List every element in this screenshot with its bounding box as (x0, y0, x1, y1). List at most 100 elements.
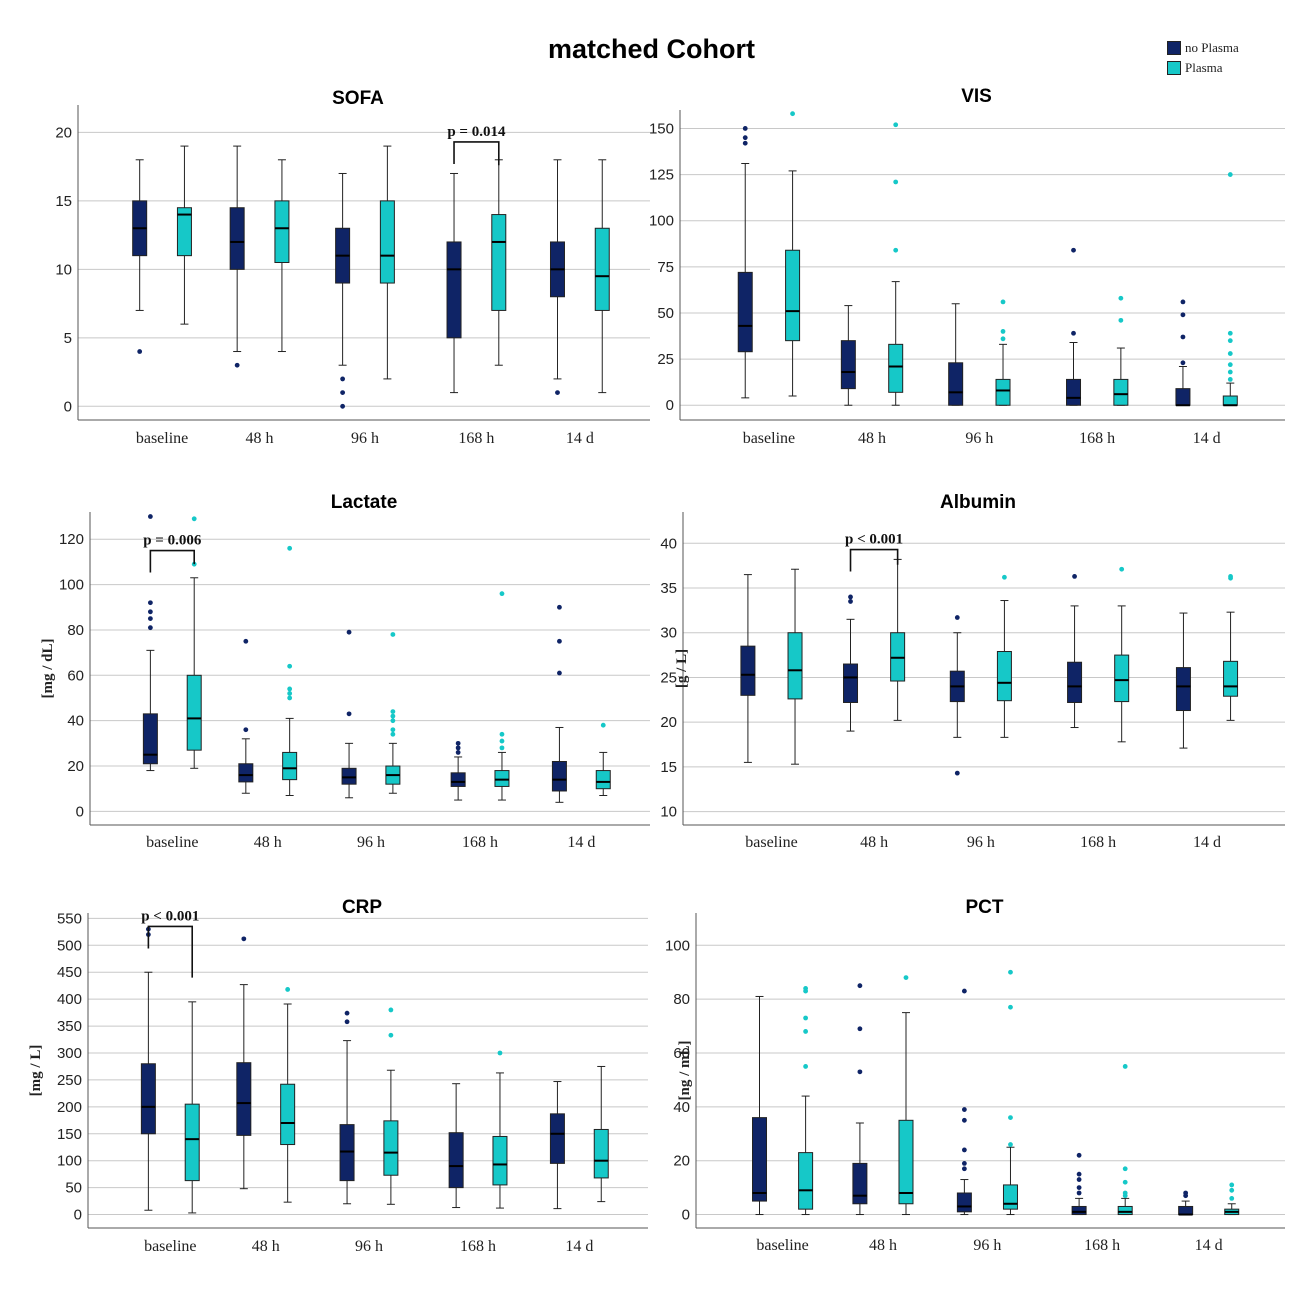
box-plasma (798, 985, 814, 1216)
box-no-plasma (1071, 1152, 1087, 1216)
box-no-plasma (450, 740, 466, 801)
x-tick-label: 168 h (1084, 1237, 1120, 1254)
x-tick-label: 96 h (351, 430, 379, 447)
x-tick-label: baseline (144, 1238, 196, 1255)
outlier-point (287, 545, 293, 551)
box-no-plasma (852, 983, 868, 1216)
outlier-point (455, 745, 461, 751)
box-plasma (787, 568, 803, 765)
y-tick-label: 40 (660, 535, 677, 552)
box-iqr (995, 378, 1011, 406)
box-iqr (737, 271, 753, 353)
box-iqr (383, 1120, 399, 1176)
outlier-point (497, 1050, 503, 1056)
outlier-point (1122, 1179, 1128, 1185)
outlier-point (1227, 338, 1233, 344)
outlier-point (241, 936, 247, 942)
outlier-point (340, 403, 346, 409)
box-plasma (184, 1001, 200, 1214)
outlier-point (1229, 1187, 1235, 1193)
box-no-plasma (132, 159, 148, 354)
outlier-point (1122, 1190, 1128, 1196)
outlier-point (191, 516, 197, 522)
box-iqr (274, 200, 290, 264)
legend-label-plasma: Plasma (1185, 60, 1223, 75)
y-tick-label: 450 (57, 964, 82, 981)
box-iqr (494, 770, 510, 787)
y-tick-label: 500 (57, 937, 82, 954)
outlier-point (1180, 299, 1186, 305)
x-tick-label: 14 d (565, 1238, 593, 1255)
box-iqr (1067, 661, 1083, 703)
box-iqr (840, 340, 856, 390)
outlier-point (1000, 336, 1006, 342)
outlier-point (1227, 362, 1233, 368)
y-tick-label: 60 (67, 667, 84, 684)
panel-pct: 0 20 40 60 80 100 PCT [ng / mL] baseline 48 h 96 h… (665, 897, 1285, 1254)
outlier-point (557, 604, 562, 610)
outlier-point (557, 670, 562, 676)
box-iqr (898, 1119, 914, 1205)
box-no-plasma (448, 1083, 464, 1209)
outlier-point (388, 1007, 394, 1013)
significance-bracket (453, 141, 500, 166)
y-tick-label: 5 (64, 330, 72, 347)
box-no-plasma (140, 926, 156, 1211)
box-no-plasma (1066, 247, 1082, 406)
outlier-point (1228, 573, 1233, 579)
box-no-plasma (549, 159, 565, 396)
outlier-point (390, 713, 396, 719)
outlier-point (857, 1026, 863, 1032)
outlier-point (742, 140, 748, 146)
outlier-point (499, 731, 505, 737)
outlier-point (1119, 566, 1125, 572)
box-iqr (956, 1192, 972, 1213)
y-tick-label: 300 (57, 1045, 82, 1062)
box-iqr (1175, 667, 1191, 712)
outlier-point (903, 975, 909, 981)
x-tick-label: 48 h (254, 834, 282, 851)
x-tick-label: 14 d (1193, 430, 1221, 447)
box-no-plasma (843, 594, 859, 732)
box-iqr (142, 713, 158, 765)
outlier-point (954, 770, 960, 776)
x-tick-label: 48 h (858, 430, 886, 447)
outlier-point (803, 1064, 809, 1069)
outlier-point (147, 609, 153, 615)
box-plasma (996, 574, 1012, 738)
outlier-point (1227, 369, 1233, 375)
outlier-point (1229, 1182, 1235, 1188)
box-iqr (1071, 1205, 1087, 1216)
significance-bracket (147, 925, 194, 978)
y-tick-label: 120 (59, 531, 84, 548)
box-iqr (798, 1152, 814, 1210)
y-tick-label: 100 (665, 937, 690, 954)
box-no-plasma (740, 574, 756, 763)
outlier-point (961, 1107, 967, 1112)
box-plasma (595, 722, 611, 797)
y-tick-label: 15 (55, 193, 72, 210)
box-plasma (186, 516, 202, 769)
outlier-point (857, 983, 863, 989)
y-tick-label: 150 (57, 1126, 82, 1143)
outlier-point (1072, 573, 1077, 579)
box-no-plasma (737, 126, 753, 399)
box-iqr (785, 249, 801, 342)
box-plasma (492, 1050, 508, 1209)
box-iqr (446, 241, 462, 339)
outlier-point (1227, 351, 1233, 356)
outlier-point (388, 1032, 394, 1038)
panel-title: CRP (342, 897, 382, 918)
panel-albumin: 10 15 20 25 30 35 40 Albumin [g / L] baseline 48 h… (660, 492, 1285, 851)
box-no-plasma (341, 629, 357, 799)
outlier-point (893, 247, 899, 253)
box-no-plasma (840, 305, 856, 406)
outlier-point (344, 1019, 350, 1025)
y-tick-label: 80 (673, 991, 690, 1008)
box-plasma (494, 591, 510, 801)
outlier-point (1118, 317, 1124, 323)
outlier-point (803, 985, 809, 991)
outlier-point (340, 376, 346, 382)
y-tick-label: 400 (57, 991, 82, 1008)
outlier-point (1000, 329, 1006, 334)
